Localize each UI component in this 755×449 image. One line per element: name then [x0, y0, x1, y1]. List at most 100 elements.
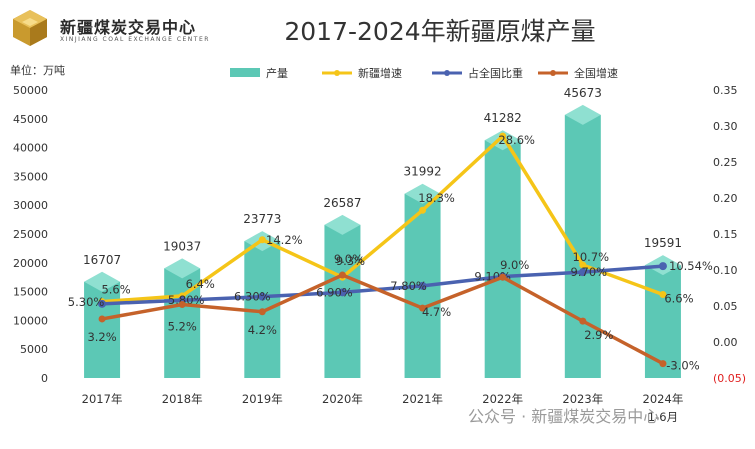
series-data-label: 10.7% — [573, 250, 610, 264]
right-axis-tick: 0.00 — [713, 336, 738, 349]
series-point — [98, 299, 107, 308]
right-axis-tick: 0.20 — [713, 192, 738, 205]
x-axis-tick: 2022年 — [482, 392, 523, 406]
series-line — [101, 264, 664, 306]
series-point — [258, 308, 266, 316]
bar-top — [324, 214, 361, 235]
left-axis-tick: 20000 — [13, 257, 48, 270]
series-data-label: 9.0% — [334, 252, 363, 266]
series-point — [659, 360, 667, 368]
series-line — [101, 273, 664, 366]
series-data-label: 28.6% — [498, 133, 535, 147]
right-axis-tick: 0.05 — [713, 300, 738, 313]
series-data-label: 5.6% — [101, 283, 130, 297]
logo-subtitle: XINJIANG COAL EXCHANGE CENTER — [60, 36, 210, 43]
series-data-label: -3.0% — [666, 359, 699, 373]
series-point — [579, 317, 587, 325]
series-data-label: 9.3% — [336, 254, 365, 268]
bar-value-label: 19591 — [644, 236, 682, 250]
bar-value-label: 26587 — [323, 196, 361, 210]
legend-label: 新疆增速 — [358, 66, 402, 80]
series-data-label: 6.30% — [234, 290, 271, 304]
bar-value-label: 23773 — [243, 212, 281, 226]
series-data-label: 9.0% — [500, 258, 529, 272]
series-point — [178, 301, 186, 309]
series-point — [98, 315, 106, 323]
logo-cube-icon — [13, 10, 47, 46]
right-axis-tick: (0.05) — [713, 372, 746, 385]
unit-label: 单位：万吨 — [10, 64, 65, 77]
bar — [84, 281, 121, 378]
series-point — [419, 206, 427, 214]
legend-swatch-marker — [334, 70, 340, 76]
bar-value-label: 16707 — [83, 253, 121, 267]
right-axis-tick: 0.10 — [713, 264, 738, 277]
series-data-label: 14.2% — [266, 233, 303, 247]
series-data-label: 10.54% — [669, 259, 713, 273]
legend-swatch-bar — [230, 68, 260, 77]
bar-top — [564, 104, 601, 125]
left-axis-tick: 35000 — [13, 170, 48, 183]
series-point — [258, 292, 267, 301]
bar-top — [404, 183, 441, 204]
bar-value-label: 31992 — [403, 165, 441, 179]
series-data-label: 6.6% — [664, 291, 693, 305]
x-axis-tick: 2021年 — [402, 392, 443, 406]
right-axis-tick: 0.15 — [713, 228, 738, 241]
left-axis-tick: 0 — [41, 372, 48, 385]
series-point — [578, 268, 587, 277]
bar-top — [84, 271, 121, 292]
x-axis-tick: 2019年 — [242, 392, 283, 406]
series-data-label: 4.7% — [422, 305, 451, 319]
legend-swatch-marker — [444, 70, 450, 76]
bar-value-label: 41282 — [484, 111, 522, 125]
series-data-label: 7.80% — [390, 279, 427, 293]
left-axis-tick: 5000 — [20, 343, 48, 356]
x-axis-tick: 2020年 — [322, 392, 363, 406]
bar — [484, 140, 521, 378]
bar — [324, 224, 361, 378]
left-axis-tick: 45000 — [13, 113, 48, 126]
chart-title: 2017-2024年新疆原煤产量 — [284, 17, 596, 46]
series-point — [338, 288, 347, 297]
right-axis-tick: 0.35 — [713, 84, 738, 97]
series-data-label: 3.2% — [87, 330, 116, 344]
right-axis-tick: 0.25 — [713, 156, 738, 169]
logo: 新疆煤炭交易中心 XINJIANG COAL EXCHANGE CENTER — [10, 8, 250, 54]
series-point — [658, 262, 667, 271]
left-axis-tick: 30000 — [13, 199, 48, 212]
series-point — [419, 304, 427, 312]
right-axis-tick: 0.30 — [713, 120, 738, 133]
x-axis-tick: 2024年 — [643, 392, 684, 406]
left-axis-tick: 25000 — [13, 228, 48, 241]
x-axis-tick-sub: 1-6月 — [648, 410, 678, 424]
left-axis-tick: 10000 — [13, 314, 48, 327]
series-point — [499, 132, 507, 140]
series-data-label: 18.3% — [418, 191, 455, 205]
left-axis-tick: 40000 — [13, 142, 48, 155]
series-data-label: 9.70% — [571, 265, 608, 279]
series-data-label: 6.90% — [316, 285, 353, 299]
series-point — [579, 261, 587, 269]
legend-label: 产量 — [266, 66, 288, 80]
x-axis-tick: 2018年 — [162, 392, 203, 406]
x-axis-tick: 2017年 — [82, 392, 123, 406]
series-line — [101, 133, 664, 304]
series-point — [338, 271, 346, 279]
logo-name: 新疆煤炭交易中心 — [60, 18, 197, 37]
watermark: 公众号 · 新疆煤炭交易中心 — [468, 407, 660, 426]
legend-label: 全国增速 — [574, 66, 618, 80]
series-data-label: 4.2% — [248, 323, 277, 337]
bar-top — [164, 258, 201, 279]
legend-swatch-marker — [550, 70, 556, 76]
bar-value-label: 45673 — [564, 86, 602, 100]
series-data-label: 6.4% — [186, 277, 215, 291]
series-point — [258, 236, 266, 244]
bar-value-label: 19037 — [163, 239, 201, 253]
series-data-label: 5.2% — [168, 320, 197, 334]
series-point — [659, 290, 667, 298]
left-axis-tick: 15000 — [13, 286, 48, 299]
legend-label: 占全国比重 — [468, 66, 523, 80]
